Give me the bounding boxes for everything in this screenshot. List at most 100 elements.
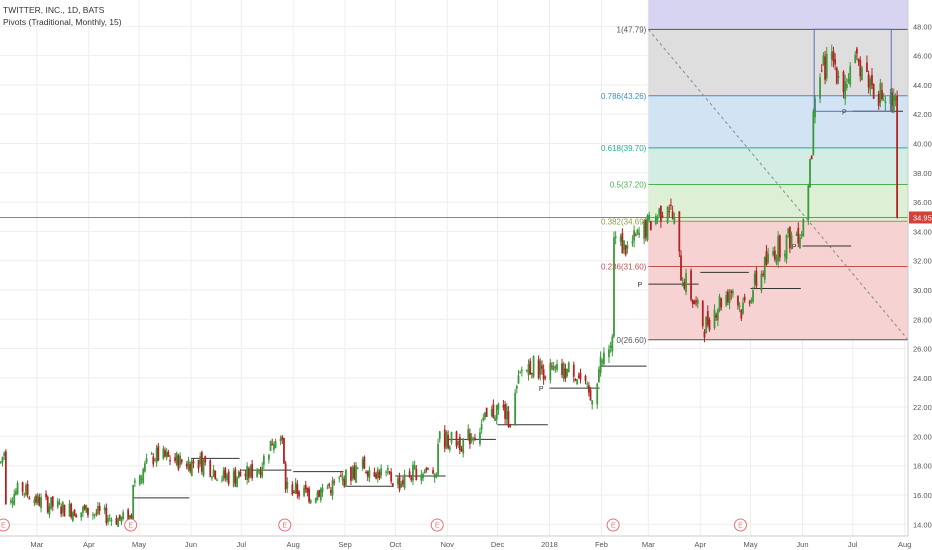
candle-body xyxy=(4,451,7,504)
candle-body xyxy=(11,501,14,504)
time-tick-label: Jul xyxy=(848,540,858,549)
candle-body xyxy=(649,221,652,231)
candle-body xyxy=(795,234,798,236)
candle-body xyxy=(293,491,295,493)
candle-body xyxy=(490,409,493,417)
candle-body xyxy=(778,235,781,258)
candle-body xyxy=(631,241,634,244)
candle-body xyxy=(455,431,458,447)
candle-body xyxy=(472,438,475,440)
candle-body xyxy=(891,92,893,106)
candle-body xyxy=(51,496,54,507)
candle-body xyxy=(73,509,76,517)
indicator-label[interactable]: Pivots (Traditional, Monthly, 15) xyxy=(3,17,122,27)
candle-body xyxy=(152,456,155,465)
candle-body xyxy=(685,273,687,293)
candle-body xyxy=(321,487,324,493)
candle-body xyxy=(797,227,800,244)
candle-body xyxy=(154,459,156,461)
candle-body xyxy=(881,90,883,99)
candle-body xyxy=(46,496,49,513)
candle-body xyxy=(247,468,250,479)
candle-body xyxy=(614,236,617,239)
time-tick-label: Dec xyxy=(491,540,505,549)
earnings-marker[interactable] xyxy=(278,518,292,532)
current-price-label: 34.95 xyxy=(913,213,932,222)
candle-body xyxy=(16,482,19,495)
earnings-marker[interactable] xyxy=(124,518,138,532)
candle-body xyxy=(715,314,718,318)
candle-body xyxy=(892,95,895,112)
candle-body xyxy=(410,477,413,481)
candle-body xyxy=(531,373,533,375)
price-tick-label: 24.00 xyxy=(913,374,932,383)
candle-body xyxy=(690,270,692,300)
candle-body xyxy=(718,296,721,311)
candle-body xyxy=(3,452,6,456)
candle-body xyxy=(122,512,125,519)
candle-body xyxy=(174,457,176,462)
pivot-label: P xyxy=(638,282,643,289)
candle-body xyxy=(376,468,379,479)
candle-body xyxy=(133,480,136,483)
earnings-marker-label: E xyxy=(435,523,440,530)
earnings-marker[interactable] xyxy=(733,518,747,532)
time-tick-label: Jun xyxy=(796,540,808,549)
candle-body xyxy=(271,443,274,446)
candle-body xyxy=(415,468,418,481)
candle-body xyxy=(847,79,850,82)
candle-body xyxy=(316,491,319,501)
candle-body xyxy=(668,211,671,213)
candle-body xyxy=(598,369,600,383)
candle-body xyxy=(812,111,815,156)
candle-body xyxy=(708,319,711,330)
time-tick-label: 2018 xyxy=(541,540,558,549)
candle-body xyxy=(484,412,486,418)
candles xyxy=(0,44,899,527)
candle-body xyxy=(93,514,96,516)
candle-body xyxy=(438,431,441,440)
candle-body xyxy=(262,455,265,465)
time-tick-label: Nov xyxy=(441,540,455,549)
candle-body xyxy=(485,407,488,417)
earnings-marker[interactable] xyxy=(430,518,444,532)
candle-body xyxy=(532,356,535,377)
candle-body xyxy=(849,66,852,85)
candle-body xyxy=(107,518,109,522)
earnings-marker[interactable] xyxy=(606,518,620,532)
candle-body xyxy=(433,474,436,478)
candle-body xyxy=(854,54,857,63)
candle-body xyxy=(643,221,646,239)
fib-trendline xyxy=(647,29,909,341)
price-tick-label: 18.00 xyxy=(913,462,932,471)
candle-body xyxy=(591,400,594,405)
candle-body xyxy=(835,67,838,84)
candle-body xyxy=(33,499,36,504)
candle-body xyxy=(554,366,557,368)
candle-body xyxy=(60,506,63,515)
candle-body xyxy=(705,316,708,334)
earnings-marker-label: E xyxy=(128,523,133,530)
candle-body xyxy=(587,385,590,393)
price-tick-label: 14.00 xyxy=(913,520,932,529)
candle-body xyxy=(799,237,801,248)
candle-body xyxy=(856,48,858,54)
candle-body xyxy=(626,245,629,249)
candle-body xyxy=(130,515,133,520)
candle-body xyxy=(117,518,120,527)
candle-body xyxy=(249,466,252,477)
candle-body xyxy=(246,466,249,480)
candle-body xyxy=(331,480,334,496)
candle-body xyxy=(703,331,706,338)
candle-body xyxy=(343,479,346,487)
candle-body xyxy=(165,452,168,458)
candle-body xyxy=(666,207,669,223)
candle-body xyxy=(340,475,342,477)
earnings-marker[interactable] xyxy=(0,518,10,532)
price-tick-label: 36.00 xyxy=(913,198,932,207)
candle-body xyxy=(108,517,111,519)
candle-body xyxy=(857,58,860,62)
candle-body xyxy=(118,514,121,520)
candle-body xyxy=(180,459,183,463)
